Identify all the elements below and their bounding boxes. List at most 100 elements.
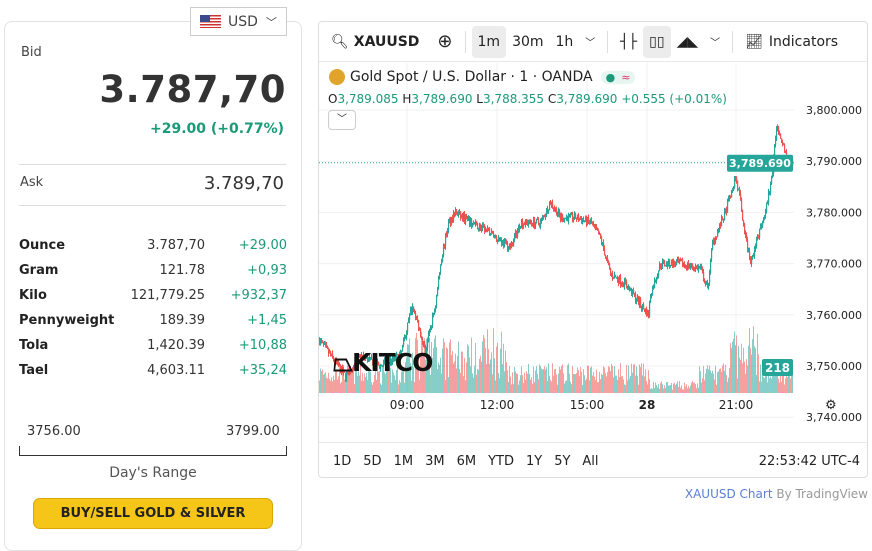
candle-body: [543, 215, 545, 217]
interval-1h[interactable]: 1h: [555, 33, 574, 50]
unit-price: 1,420.39: [147, 338, 205, 353]
volume-bar: [741, 343, 742, 393]
range-5y[interactable]: 5Y: [554, 453, 571, 469]
volume-bar: [641, 363, 642, 393]
chevron-down-icon[interactable]: ﹀: [710, 38, 721, 49]
candle-body: [604, 248, 606, 256]
volume-bar: [557, 384, 558, 393]
candle-body: [467, 218, 469, 220]
buy-sell-button[interactable]: BUY/SELL GOLD & SILVER: [33, 498, 273, 529]
range-6m[interactable]: 6M: [456, 453, 477, 469]
candle-body: [418, 320, 420, 329]
y-tick-label: 3,750.000: [806, 360, 862, 373]
chevron-down-icon[interactable]: ﹀: [585, 38, 596, 49]
bar-chart-icon[interactable]: ┤├: [620, 33, 638, 50]
candle-body: [475, 221, 477, 224]
candle-body: [606, 256, 608, 258]
candle-body: [520, 226, 522, 229]
chart-plot[interactable]: 3,800.000 3,790.000 3,780.000 3,770.000 3,76…: [319, 63, 868, 442]
volume-bar: [455, 353, 456, 393]
legend-collapse-button[interactable]: ﹀: [328, 110, 356, 130]
candle-body: [671, 261, 673, 266]
candlestick-icon[interactable]: ▯▯: [643, 25, 671, 58]
candle-body: [598, 230, 600, 235]
candle-body: [663, 260, 665, 262]
volume-bar: [737, 378, 738, 393]
volume-bar: [608, 366, 609, 393]
area-chart-icon[interactable]: ◢◣: [676, 33, 699, 50]
interval-30m[interactable]: 30m: [512, 33, 544, 50]
volume-bar: [373, 382, 374, 393]
candle-body: [739, 189, 741, 194]
price-chart[interactable]: 🔍︎ XAUUSD ⊕ 1m 30m 1h ﹀ ┤├ ▯▯ ◢◣ ﹀ 📈︎ Indi…: [318, 21, 868, 478]
candle-body: [515, 231, 517, 237]
candle-body: [766, 203, 768, 213]
volume-bar: [400, 382, 401, 393]
candle-body: [359, 355, 361, 357]
candle-body: [409, 314, 411, 321]
candle-body: [763, 217, 765, 223]
range-ytd[interactable]: YTD: [488, 453, 514, 469]
candle-body: [335, 359, 337, 363]
range-3m[interactable]: 3M: [425, 453, 445, 469]
days-range-label: Day's Range: [109, 465, 197, 481]
candle-body: [705, 283, 707, 285]
interval-1m[interactable]: 1m: [471, 25, 507, 58]
candle-body: [701, 267, 703, 269]
candle-body: [631, 288, 633, 295]
volume-bar: [497, 342, 498, 393]
candle-body: [490, 234, 492, 236]
market-status-pill[interactable]: ● ≈: [600, 70, 636, 84]
volume-bar: [446, 347, 447, 393]
currency-select[interactable]: USD ﹀: [190, 7, 287, 36]
volume-bar: [551, 381, 552, 393]
bid-label: Bid: [21, 45, 42, 60]
candle-body: [612, 273, 614, 278]
volume-bar: [654, 387, 655, 393]
candle-body: [487, 227, 489, 231]
candle-body: [342, 366, 344, 373]
candle-body: [589, 221, 591, 223]
volume-bar: [567, 365, 568, 393]
volume-bar: [571, 384, 572, 393]
volume-bar: [507, 370, 508, 393]
candle-body: [508, 246, 510, 251]
candle-body: [541, 218, 543, 222]
symbol-search[interactable]: 🔍︎ XAUUSD: [331, 33, 420, 50]
candle-body: [529, 219, 531, 224]
range-1m[interactable]: 1M: [393, 453, 414, 469]
candle-body: [320, 339, 322, 345]
candle-body: [513, 239, 515, 247]
candle-body: [489, 228, 491, 236]
candle-body: [362, 355, 364, 357]
settings-icon: ⚙: [825, 398, 837, 413]
chart-link[interactable]: XAUUSD Chart: [684, 487, 773, 501]
volume-bar: [355, 364, 356, 393]
compare-add-icon[interactable]: ⊕: [437, 31, 453, 52]
candle-body: [579, 218, 581, 221]
volume-bar: [662, 384, 663, 393]
range-5d[interactable]: 5D: [363, 453, 382, 469]
unit-price: 189.39: [159, 313, 206, 328]
volume-bar: [331, 377, 332, 393]
candle-body: [327, 346, 329, 349]
volume-bar: [374, 374, 375, 393]
range-all[interactable]: All: [582, 453, 599, 469]
candle-body: [321, 339, 323, 342]
volume-bar: [727, 381, 728, 393]
indicators-button[interactable]: 📈︎ Indicators: [745, 33, 839, 50]
volume-bar: [362, 372, 363, 393]
candle-body: [736, 177, 738, 181]
volume-bar: [360, 363, 361, 393]
candle-body: [608, 260, 610, 264]
range-1y[interactable]: 1Y: [525, 453, 543, 469]
range-1d[interactable]: 1D: [333, 453, 352, 469]
candle-body: [704, 280, 706, 284]
volume-bar: [519, 380, 520, 393]
candle-body: [691, 263, 693, 267]
volume-bar: [456, 368, 457, 393]
volume-bar: [492, 374, 493, 393]
volume-bar: [564, 383, 565, 393]
candle-body: [346, 372, 348, 380]
volume-bar: [638, 384, 639, 393]
